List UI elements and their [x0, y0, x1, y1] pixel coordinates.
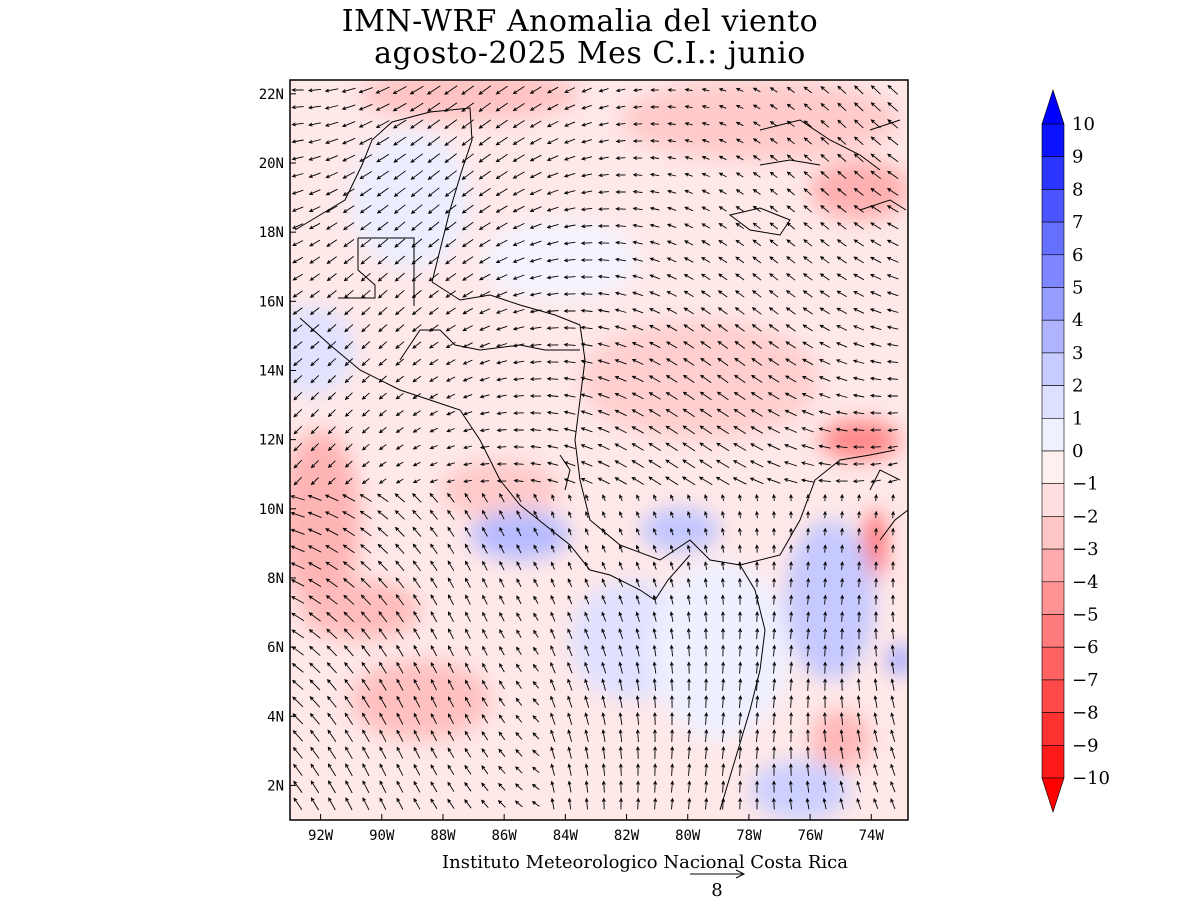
- latitude-axis: 22N 20N 18N 16N 14N 12N 10N 8N 6N 4N 2N: [259, 87, 296, 794]
- lat-tick-label: 2N: [267, 778, 284, 794]
- colorbar-swatch: [1041, 450, 1065, 485]
- wind-vector-arrows: [290, 84, 899, 811]
- wind-vectors: [290, 84, 899, 811]
- colorbar-swatch: [1041, 123, 1065, 158]
- lat-tick-label: 20N: [259, 156, 284, 172]
- lon-tick-label: 86W: [492, 828, 518, 844]
- lon-tick-label: 80W: [675, 828, 701, 844]
- colorbar-label: −10: [1072, 768, 1110, 789]
- colorbar-swatch: [1041, 189, 1065, 223]
- lat-tick-label: 10N: [259, 502, 284, 518]
- lat-tick-label: 22N: [259, 87, 284, 103]
- colorbar-label: 5: [1072, 278, 1083, 299]
- colorbar-label: 0: [1072, 441, 1083, 462]
- colorbar-swatch: [1041, 417, 1065, 452]
- colorbar-label: 8: [1072, 179, 1083, 200]
- colorbar-label: −8: [1072, 703, 1099, 724]
- colorbar-label: 1: [1072, 408, 1083, 429]
- colorbar-label: 10: [1072, 114, 1095, 135]
- colorbar-swatch: [1041, 679, 1065, 713]
- colorbar-swatch: [1041, 548, 1065, 583]
- colorbar-label: 6: [1072, 245, 1083, 266]
- colorbar-label: −1: [1072, 474, 1099, 495]
- lon-tick-label: 90W: [369, 828, 395, 844]
- colorbar-swatch: [1041, 287, 1065, 321]
- colorbar-label: 2: [1072, 376, 1083, 397]
- colorbar-label: 9: [1072, 147, 1083, 168]
- lon-tick-label: 82W: [614, 828, 640, 844]
- colorbar-label: −3: [1072, 539, 1099, 560]
- colorbar-label: 4: [1072, 310, 1083, 331]
- colorbar-swatch: [1041, 254, 1065, 288]
- colorbar-swatch: [1041, 646, 1065, 681]
- colorbar-swatch: [1041, 516, 1065, 550]
- colorbar-swatch: [1041, 352, 1065, 386]
- colorbar-swatch: [1041, 712, 1065, 746]
- colorbar-swatch: [1041, 319, 1065, 354]
- colorbar-label: −4: [1072, 572, 1099, 593]
- colorbar-label: −2: [1072, 506, 1099, 527]
- colorbar-label: −9: [1072, 735, 1099, 756]
- lat-tick-label: 6N: [267, 640, 284, 656]
- colorbar-swatch: [1041, 156, 1065, 190]
- plot-frame: [289, 79, 909, 821]
- credit-text: Instituto Meteorologico Nacional Costa R…: [442, 852, 848, 873]
- colorbar-label: 3: [1072, 343, 1083, 364]
- lon-tick-label: 74W: [859, 828, 885, 844]
- longitude-axis: 92W 90W 88W 86W 84W 82W 80W 78W 76W 74W: [308, 814, 885, 844]
- colorbar-swatch: [1041, 385, 1065, 419]
- colorbar-label: −6: [1072, 637, 1099, 658]
- colorbar-bottom-arrow: [1041, 777, 1065, 813]
- colorbar-label: 7: [1072, 212, 1083, 233]
- colorbar-top-arrow: [1041, 89, 1065, 125]
- colorbar-label: −5: [1072, 605, 1099, 626]
- colorbar-label: −7: [1072, 670, 1099, 691]
- lat-tick-label: 14N: [259, 363, 284, 379]
- lat-tick-label: 4N: [267, 709, 284, 725]
- lon-tick-label: 76W: [797, 828, 823, 844]
- colorbar-swatch: [1041, 483, 1065, 517]
- reference-vector: 8: [690, 869, 746, 900]
- lon-tick-label: 92W: [308, 828, 334, 844]
- lon-tick-label: 78W: [736, 828, 762, 844]
- lat-tick-label: 8N: [267, 571, 284, 587]
- lat-tick-label: 16N: [259, 294, 284, 310]
- lon-tick-label: 84W: [553, 828, 579, 844]
- reference-vector-label: 8: [711, 880, 722, 900]
- colorbar-swatch: [1041, 581, 1065, 615]
- lon-tick-label: 88W: [430, 828, 456, 844]
- map-title-line2: agosto-2025 Mes C.I.: junio: [374, 36, 806, 71]
- colorbar-swatch: [1041, 744, 1065, 779]
- lat-tick-label: 12N: [259, 433, 284, 449]
- colorbar-swatch: [1041, 614, 1065, 648]
- colorbar-swatch: [1041, 221, 1065, 256]
- lat-tick-label: 18N: [259, 225, 284, 241]
- map-title-line1: IMN-WRF Anomalia del viento: [341, 4, 819, 39]
